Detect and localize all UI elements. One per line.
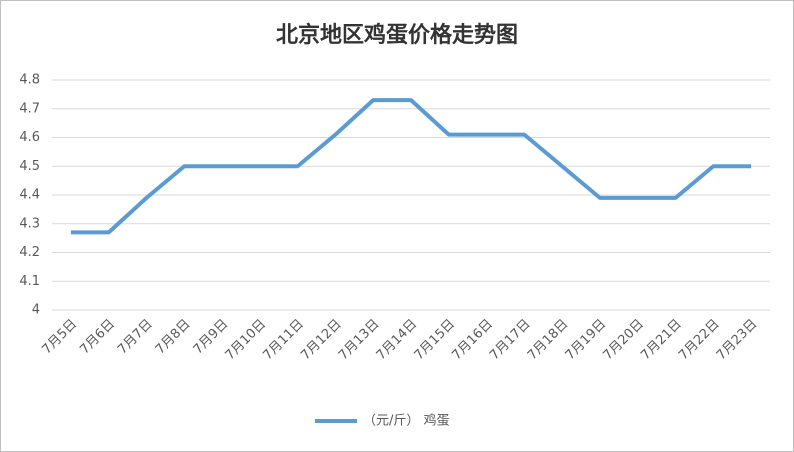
y-tick-label: 4.3 [19,216,40,231]
y-tick-label: 4.5 [19,159,40,174]
y-tick-label: 4 [32,303,40,318]
legend-label: （元/斤） 鸡蛋 [363,413,450,429]
y-tick-label: 4.6 [19,130,40,145]
line-series [70,98,752,235]
y-tick-label: 4.2 [19,245,40,260]
y-tick-label: 4.8 [19,73,40,88]
y-tick-label: 4.7 [19,101,40,116]
chart-title: 北京地区鸡蛋价格走势图 [276,22,518,48]
y-tick-label: 4.4 [19,188,40,203]
y-tick-label: 4.1 [19,274,40,289]
